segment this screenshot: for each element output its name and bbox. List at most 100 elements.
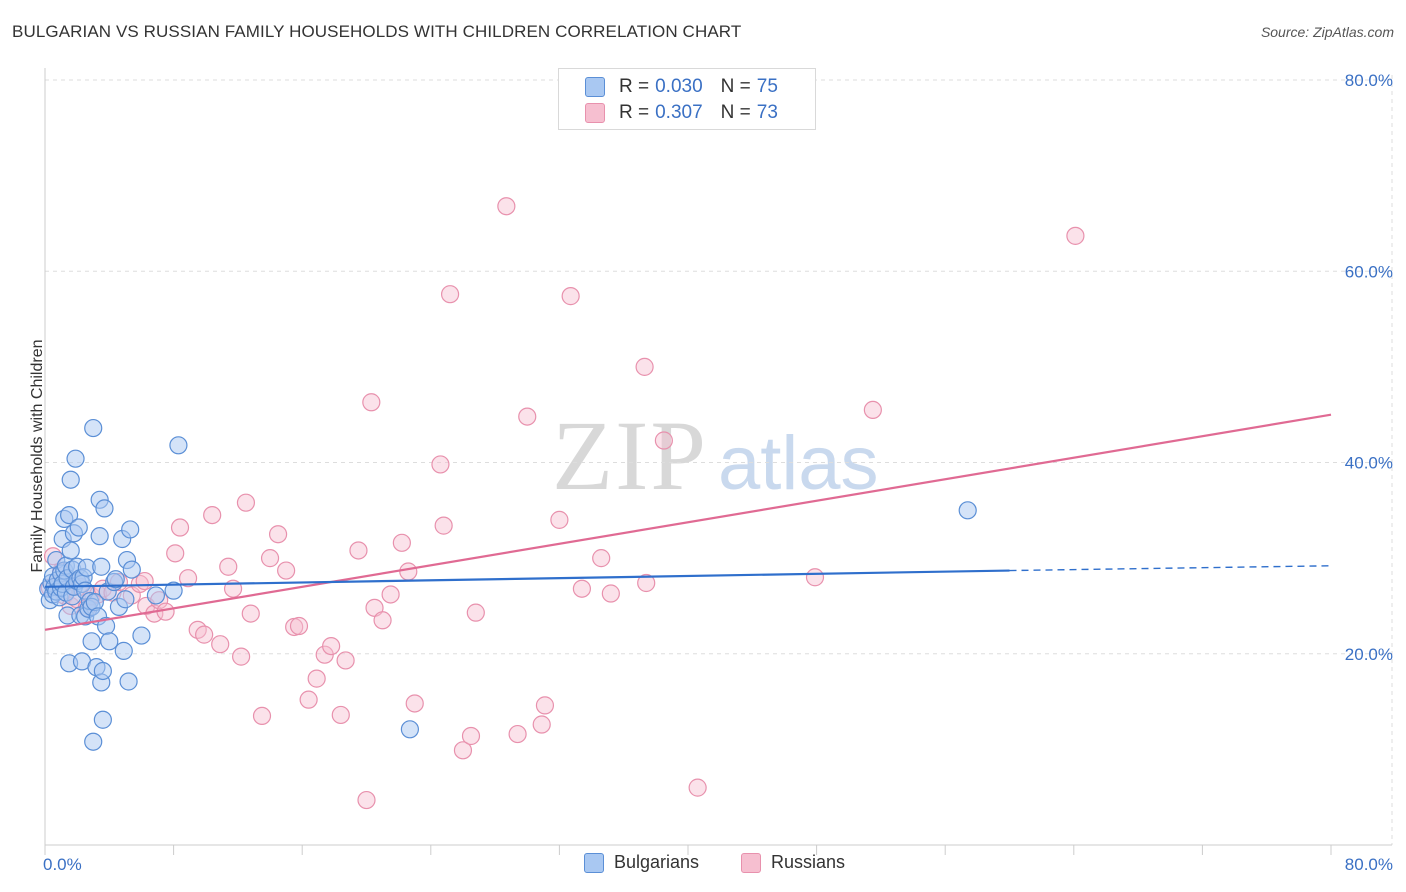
russian-point (405, 694, 424, 713)
russian-point (637, 573, 656, 593)
legend-r-label: R = (619, 76, 650, 97)
russian-point (268, 525, 288, 544)
bulgarian-point (60, 505, 79, 525)
russian-point (550, 510, 569, 529)
bulgarian-point (66, 449, 85, 468)
bulgarian-point (84, 732, 103, 751)
bulgarian-point (106, 570, 125, 589)
russian-point (453, 741, 473, 760)
x-tick-label: 80.0% (1345, 855, 1393, 874)
y-tick-label: 40.0% (1345, 454, 1393, 473)
russian-point (654, 431, 673, 450)
legend-r-value: 0.307 (655, 102, 703, 123)
bulgarian-point (121, 520, 140, 539)
russian-point (518, 407, 537, 426)
russian-point (440, 285, 460, 304)
russian-point (532, 715, 551, 734)
legend-n-label: N = (720, 102, 751, 123)
russian-point (241, 604, 260, 623)
y-axis-label: Family Households with Children (29, 339, 46, 573)
series-legend: Bulgarians Russians (0, 852, 1406, 878)
russian-point (381, 585, 400, 604)
bulgarian-point (82, 632, 101, 651)
bulgarian-point (69, 518, 88, 537)
bulgarian-point (146, 586, 166, 605)
russian-point (211, 635, 230, 654)
russian-point (373, 611, 392, 630)
bulgarian-point (61, 470, 80, 489)
russian-swatch (741, 852, 761, 873)
russian-trend-line (44, 413, 1332, 631)
bulgarian-point (95, 499, 114, 518)
russian-point (195, 625, 214, 644)
russian-point (289, 616, 309, 636)
russian-point (166, 544, 185, 563)
bulgarian-point (132, 626, 151, 645)
legend-n-label: N = (720, 76, 751, 97)
russian-point (232, 647, 251, 666)
russian-point (331, 705, 350, 725)
russian-point (572, 579, 592, 598)
bulgarian-swatch (584, 852, 604, 873)
russian-point (203, 505, 222, 525)
russian-point (392, 533, 411, 552)
legend-r-value: 0.030 (655, 76, 703, 97)
y-tick-label: 60.0% (1345, 262, 1393, 281)
russian-point (466, 603, 485, 622)
russian-point (431, 455, 450, 474)
bulgarian-trend-extension (1009, 565, 1332, 572)
russian-point (863, 400, 882, 420)
bulgarian-point (164, 581, 183, 600)
legend-item-russians[interactable]: Russians (741, 852, 845, 873)
russian-point (561, 287, 580, 306)
bulgarian-point (400, 720, 420, 739)
russian-point (236, 493, 256, 512)
russian-point (535, 696, 555, 715)
russian-point (336, 651, 355, 670)
russian-point (322, 636, 341, 656)
russian-point (277, 561, 296, 580)
bulgarian-points (39, 418, 977, 751)
russian-point (1066, 226, 1085, 245)
russian-point (461, 726, 481, 746)
russian-point (260, 549, 280, 568)
bulgarian-point (90, 527, 109, 546)
tick-layer: 20.0% 40.0% 60.0% 80.0% 0.0% 80.0% (43, 71, 1393, 874)
russian-point (299, 690, 318, 709)
trend-layer (44, 413, 1332, 631)
legend-item-bulgarians[interactable]: Bulgarians (584, 852, 699, 873)
russian-point (357, 790, 376, 810)
legend-n-value: 73 (756, 102, 778, 123)
russian-point (688, 778, 707, 797)
russian-point (170, 518, 190, 537)
russian-point (805, 568, 825, 587)
bulgarian-swatch (585, 77, 605, 97)
bulgarian-point (84, 418, 103, 438)
bulgarian-point (958, 501, 977, 520)
russian-point (178, 569, 198, 588)
russian-point (307, 669, 326, 688)
bulgarian-point (100, 632, 119, 651)
russian-point (497, 197, 516, 216)
bulgarian-point (114, 641, 133, 660)
grid-layer (45, 75, 1393, 845)
russian-swatch (585, 103, 605, 123)
legend-label-russians: Russians (771, 852, 846, 872)
russian-point (399, 562, 418, 581)
russian-point (635, 357, 654, 376)
russian-point (601, 584, 620, 603)
legend-row-bulgarians: R = 0.030 N = 75 (585, 75, 778, 99)
bulgarian-point (122, 560, 141, 579)
russian-point (434, 516, 453, 535)
bulgarian-point (93, 661, 112, 681)
russian-point (592, 549, 611, 568)
bulgarian-point (92, 557, 111, 576)
legend-r-label: R = (619, 102, 650, 123)
russian-point (219, 557, 238, 576)
chart-title: BULGARIAN VS RUSSIAN FAMILY HOUSEHOLDS W… (12, 22, 742, 41)
bulgarian-point (119, 672, 138, 691)
correlation-legend: R = 0.030 N = 75 R = 0.307 N = 73 (558, 68, 816, 130)
russian-point (349, 541, 368, 560)
bulgarian-point (116, 590, 135, 609)
